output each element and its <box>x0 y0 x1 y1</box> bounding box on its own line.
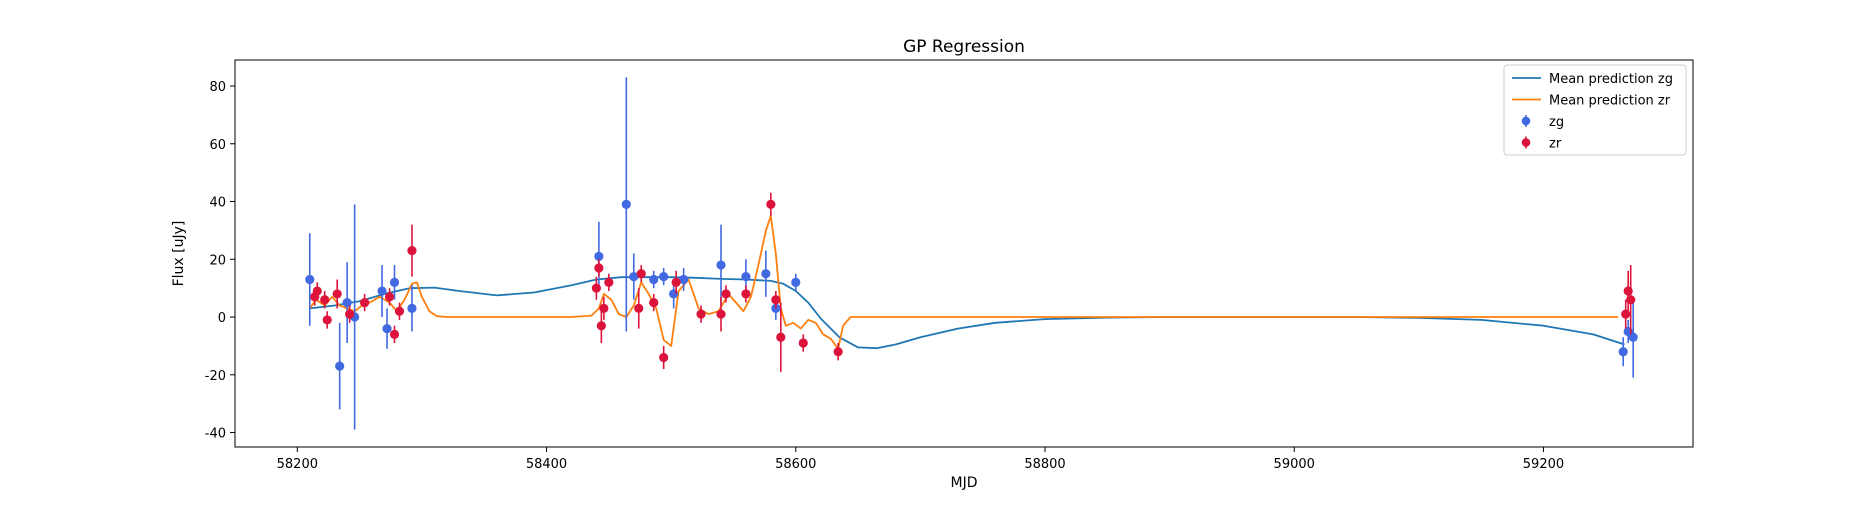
data-point <box>634 303 644 313</box>
data-point <box>1626 295 1636 305</box>
data-point <box>389 329 400 339</box>
legend-box <box>1503 64 1687 156</box>
data-point <box>332 289 342 299</box>
data-point <box>659 352 669 363</box>
x-tick-label: 58800 <box>1024 457 1065 472</box>
legend-marker-swatch <box>1521 116 1531 126</box>
y-tick-label: 40 <box>209 196 226 211</box>
series-line <box>309 215 1619 350</box>
legend-item: Mean prediction zg <box>1512 72 1673 87</box>
legend-marker-swatch <box>1521 138 1531 147</box>
data-point <box>791 277 801 287</box>
x-axis: 58200 58400 58600 58800 59000 59200 <box>277 447 1564 472</box>
data-point <box>716 309 726 319</box>
data-point <box>649 274 659 285</box>
data-point <box>322 315 332 325</box>
data-point <box>389 277 400 287</box>
data-point <box>305 274 315 285</box>
x-axis-label: MJD <box>951 475 978 491</box>
legend-label: Mean prediction zg <box>1549 72 1673 87</box>
plot-area <box>235 60 1693 447</box>
legend-label: Mean prediction zr <box>1549 94 1671 109</box>
data-point <box>604 277 614 287</box>
y-axis: -40 -20 0 20 40 60 80 <box>205 80 235 442</box>
data-point <box>335 361 345 371</box>
legend-label: zg <box>1549 115 1564 130</box>
data-point <box>407 246 417 256</box>
y-tick-label: -40 <box>205 427 226 442</box>
data-point <box>596 321 606 331</box>
data-point <box>629 272 639 282</box>
y-axis-label: Flux [uJy] <box>171 221 187 287</box>
data-point <box>833 347 843 357</box>
data-point <box>771 295 781 305</box>
data-point <box>798 338 808 348</box>
x-tick-label: 58200 <box>277 457 318 472</box>
chart-title: GP Regression <box>903 37 1025 57</box>
data-point <box>384 292 395 302</box>
series-layer <box>305 77 1638 430</box>
plot-frame <box>234 59 1694 448</box>
data-point <box>591 283 601 293</box>
data-point <box>320 295 330 305</box>
data-point <box>1621 309 1631 319</box>
data-point <box>594 263 604 273</box>
data-point <box>1628 332 1638 342</box>
series-zg <box>305 77 1638 430</box>
data-point <box>679 274 689 285</box>
series-zr <box>310 192 1636 372</box>
legend-item: zr <box>1521 136 1562 152</box>
data-point <box>382 323 392 334</box>
data-point <box>741 289 751 299</box>
legend-item: Mean prediction zr <box>1512 94 1671 109</box>
data-point <box>636 269 646 279</box>
y-tick-label: 60 <box>209 138 226 153</box>
data-point <box>342 297 352 308</box>
data-point <box>766 199 776 210</box>
x-tick-label: 59000 <box>1274 457 1315 472</box>
x-tick-label: 59200 <box>1523 457 1564 472</box>
data-point <box>407 303 417 313</box>
x-tick-label: 58400 <box>526 457 567 472</box>
y-tick-label: 20 <box>209 253 226 268</box>
series-mean-prediction-zr <box>309 215 1619 350</box>
data-point <box>761 269 771 279</box>
data-point <box>696 309 706 319</box>
data-point <box>312 286 322 296</box>
data-point <box>377 286 387 296</box>
legend-item: zg <box>1521 115 1564 130</box>
data-point <box>621 199 631 210</box>
y-tick-label: 80 <box>209 80 226 95</box>
data-point <box>659 272 669 282</box>
data-point <box>394 306 405 316</box>
data-point <box>345 309 355 319</box>
data-point <box>1618 347 1628 357</box>
data-point <box>360 297 370 308</box>
data-point <box>716 260 726 270</box>
data-point <box>671 277 681 287</box>
y-tick-label: -20 <box>205 369 226 384</box>
y-tick-label: 0 <box>218 311 226 326</box>
legend: Mean prediction zg Mean prediction zr zg zr <box>1503 64 1687 156</box>
data-point <box>776 332 786 342</box>
data-point <box>721 289 731 299</box>
legend-label: zr <box>1549 137 1562 152</box>
data-point <box>594 251 604 261</box>
data-point <box>741 272 751 282</box>
data-point <box>599 303 609 313</box>
data-point <box>649 297 659 308</box>
x-tick-label: 58600 <box>775 457 816 472</box>
